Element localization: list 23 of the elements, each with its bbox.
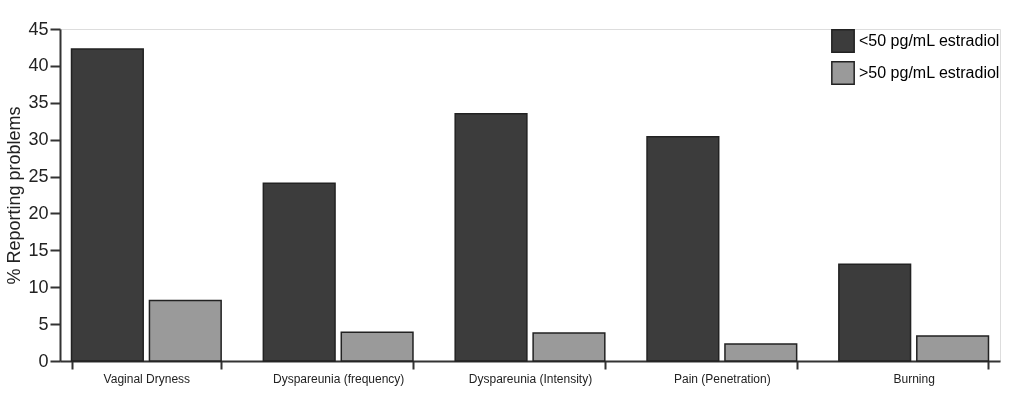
y-tick-label: 45 xyxy=(28,18,49,39)
bar xyxy=(916,335,990,362)
x-tick-label: Vaginal Dryness xyxy=(103,371,191,386)
y-tick-label: 5 xyxy=(38,313,49,334)
bar xyxy=(340,331,414,362)
bar xyxy=(532,332,606,362)
bar xyxy=(724,343,798,362)
y-tick-label: 40 xyxy=(28,55,49,76)
x-tick-label: Dyspareunia (frequency) xyxy=(272,371,405,386)
y-tick-label: 15 xyxy=(28,239,49,260)
legend-label: >50 pg/mL estradiol xyxy=(859,64,1000,81)
x-tick-label: Dyspareunia (Intensity) xyxy=(468,371,593,386)
y-tick-label: 30 xyxy=(28,129,49,150)
legend-label: <50 pg/mL estradiol xyxy=(859,32,1000,49)
y-tick-label: 0 xyxy=(38,350,49,371)
bar xyxy=(148,299,222,362)
x-tick-label: Burning xyxy=(893,371,935,386)
y-tick-label: 25 xyxy=(28,166,49,187)
y-tick-label: 10 xyxy=(28,276,49,297)
y-tick-label: 20 xyxy=(28,202,49,223)
y-tick-label: 35 xyxy=(28,92,49,113)
y-axis-title: % Reporting problems xyxy=(4,106,25,285)
x-tick-label: Pain (Penetration) xyxy=(673,371,771,386)
